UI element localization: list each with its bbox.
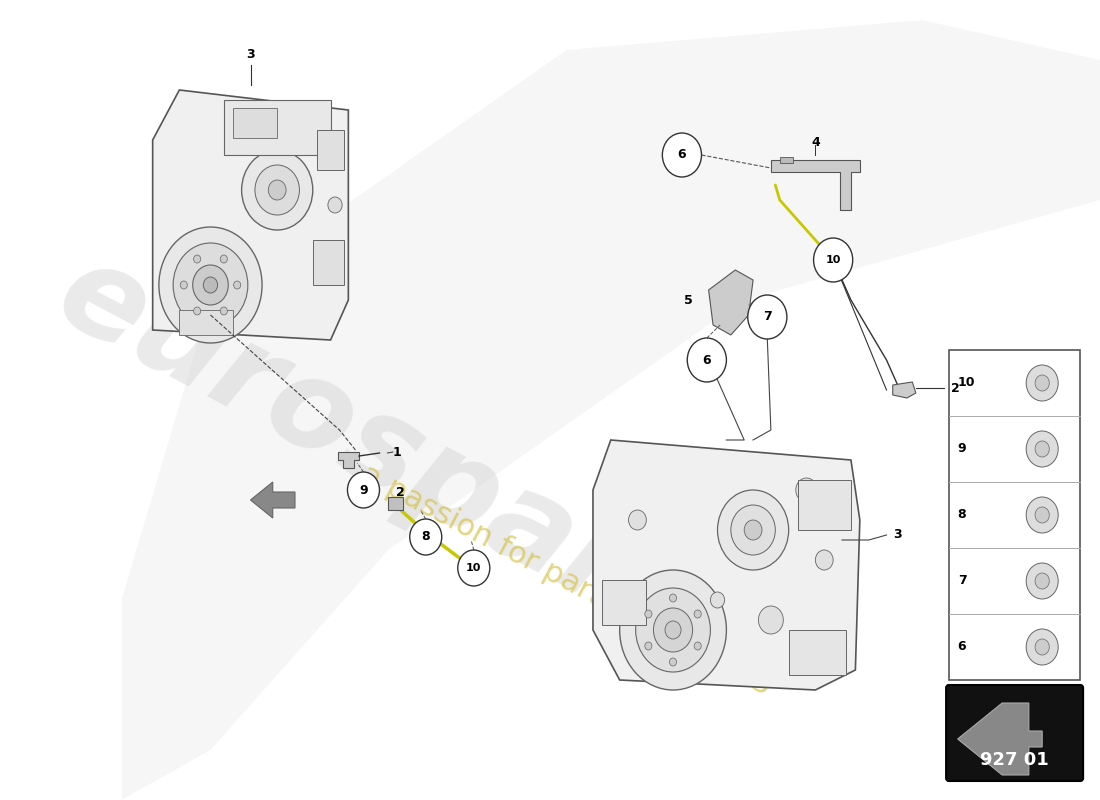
Text: 3: 3 — [246, 49, 255, 62]
Text: 1: 1 — [393, 446, 402, 458]
Text: 2: 2 — [396, 486, 405, 499]
Circle shape — [730, 505, 776, 555]
Circle shape — [795, 478, 817, 502]
Bar — [317, 130, 344, 170]
Circle shape — [1035, 507, 1049, 523]
Circle shape — [1026, 497, 1058, 533]
Polygon shape — [708, 270, 754, 335]
Polygon shape — [893, 382, 916, 398]
Circle shape — [1026, 563, 1058, 599]
Text: 4: 4 — [811, 135, 819, 149]
Text: 10: 10 — [466, 563, 482, 573]
Circle shape — [409, 519, 442, 555]
Circle shape — [458, 550, 490, 586]
FancyBboxPatch shape — [946, 685, 1084, 781]
Bar — [780, 157, 793, 163]
Circle shape — [220, 307, 228, 315]
Circle shape — [1026, 431, 1058, 467]
Circle shape — [328, 142, 342, 158]
Polygon shape — [771, 160, 860, 210]
Circle shape — [814, 238, 852, 282]
Circle shape — [1026, 365, 1058, 401]
Text: 8: 8 — [958, 509, 966, 522]
Circle shape — [242, 150, 312, 230]
Circle shape — [1035, 375, 1049, 391]
Circle shape — [645, 642, 652, 650]
Polygon shape — [251, 482, 295, 518]
Circle shape — [192, 265, 229, 305]
Polygon shape — [464, 566, 482, 574]
Circle shape — [666, 621, 681, 639]
Circle shape — [653, 608, 693, 652]
Text: 10: 10 — [958, 377, 976, 390]
Text: 5: 5 — [684, 294, 693, 306]
Circle shape — [694, 610, 701, 618]
Circle shape — [1035, 573, 1049, 589]
Circle shape — [670, 594, 676, 602]
Bar — [312, 240, 344, 285]
Circle shape — [1035, 639, 1049, 655]
Text: 7: 7 — [763, 310, 772, 323]
Bar — [179, 310, 233, 335]
Circle shape — [180, 281, 187, 289]
Circle shape — [268, 180, 286, 200]
Text: 9: 9 — [958, 442, 966, 455]
Circle shape — [694, 642, 701, 650]
Text: eurospares: eurospares — [37, 231, 792, 709]
Text: 6: 6 — [703, 354, 711, 366]
Circle shape — [645, 610, 652, 618]
Circle shape — [748, 295, 786, 339]
Circle shape — [328, 252, 342, 268]
Bar — [949, 350, 1080, 680]
Text: 927 01: 927 01 — [980, 751, 1049, 769]
Text: 3: 3 — [893, 529, 902, 542]
Bar — [798, 480, 851, 530]
Polygon shape — [153, 90, 349, 340]
Text: 7: 7 — [958, 574, 967, 587]
Circle shape — [233, 281, 241, 289]
Text: a passion for parts since 1995: a passion for parts since 1995 — [356, 459, 777, 701]
Circle shape — [204, 277, 218, 293]
Bar — [602, 580, 647, 625]
Circle shape — [619, 570, 726, 690]
Circle shape — [220, 255, 228, 263]
Bar — [789, 630, 847, 675]
Text: 2: 2 — [952, 382, 960, 394]
Circle shape — [636, 588, 711, 672]
PathPatch shape — [121, 20, 1100, 800]
Text: 8: 8 — [421, 530, 430, 543]
Circle shape — [1035, 441, 1049, 457]
Circle shape — [348, 472, 380, 508]
Circle shape — [194, 255, 200, 263]
Circle shape — [255, 165, 299, 215]
Polygon shape — [388, 497, 403, 510]
Text: 10: 10 — [825, 255, 840, 265]
Circle shape — [745, 520, 762, 540]
Circle shape — [194, 307, 200, 315]
Circle shape — [670, 658, 676, 666]
Circle shape — [173, 243, 248, 327]
Text: 9: 9 — [360, 483, 367, 497]
Circle shape — [328, 197, 342, 213]
Bar — [233, 108, 277, 138]
Circle shape — [711, 592, 725, 608]
Circle shape — [688, 338, 726, 382]
Text: 6: 6 — [678, 149, 686, 162]
Circle shape — [758, 606, 783, 634]
Circle shape — [158, 227, 262, 343]
Polygon shape — [593, 440, 860, 690]
Circle shape — [628, 510, 647, 530]
Circle shape — [1026, 629, 1058, 665]
Circle shape — [815, 550, 833, 570]
Polygon shape — [958, 703, 1042, 775]
Bar — [223, 100, 331, 155]
Text: 6: 6 — [958, 641, 966, 654]
Polygon shape — [338, 452, 359, 468]
Circle shape — [662, 133, 702, 177]
Circle shape — [717, 490, 789, 570]
